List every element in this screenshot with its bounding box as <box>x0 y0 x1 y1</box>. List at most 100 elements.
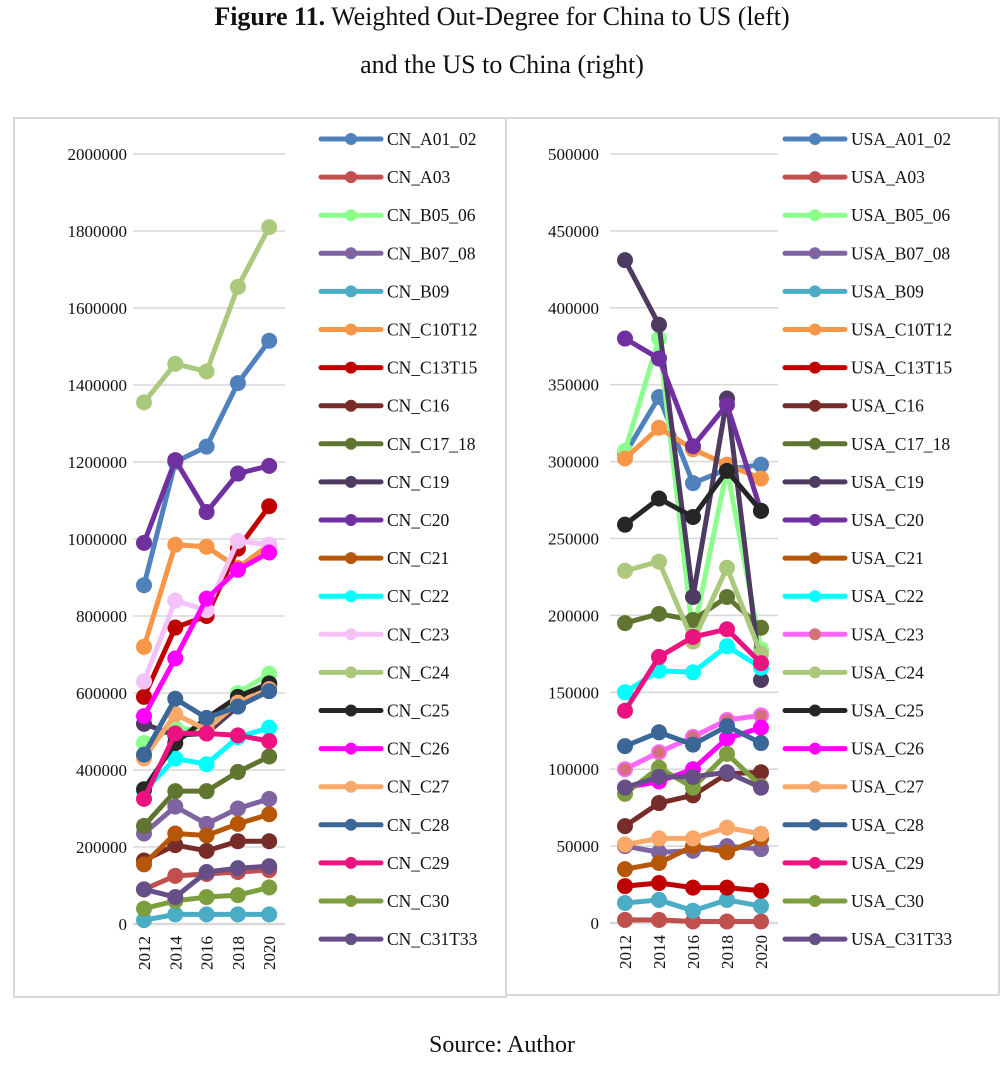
legend-marker-icon <box>345 514 357 526</box>
legend-marker-icon <box>345 666 357 679</box>
legend-label: USA_C28 <box>851 815 924 835</box>
data-point <box>719 844 735 861</box>
legend-label: USA_C20 <box>851 510 924 530</box>
x-tick-label: 2012 <box>616 935 635 969</box>
data-point <box>719 891 735 908</box>
legend-label: USA_A03 <box>851 167 925 187</box>
legend-label: CN_C13T15 <box>387 358 478 378</box>
data-point <box>719 913 735 930</box>
data-point <box>617 779 633 796</box>
data-point <box>685 902 701 919</box>
series-group <box>136 219 278 929</box>
data-point <box>229 698 246 715</box>
data-point <box>167 355 184 372</box>
legend-item: USA_B07_08 <box>782 243 950 263</box>
series-cn-c31t33 <box>136 858 278 906</box>
data-point <box>653 746 665 759</box>
figure-title-line2: and the US to China (right) <box>360 50 644 79</box>
data-point <box>651 891 667 908</box>
y-tick-label: 500000 <box>548 145 599 164</box>
y-tick-label: 200000 <box>76 838 127 857</box>
legend-item: USA_C10T12 <box>782 320 952 340</box>
data-point <box>651 419 667 436</box>
legend-marker-icon <box>809 552 821 565</box>
data-point <box>167 867 184 884</box>
figure-title: Figure 11. Weighted Out-Degree for China… <box>0 2 1004 32</box>
x-tick-label: 2016 <box>198 936 217 970</box>
data-point <box>685 736 701 753</box>
legend-item: USA_C28 <box>782 815 924 835</box>
figure-label: Figure 11. <box>214 2 326 31</box>
legend-item: CN_C26 <box>318 739 449 759</box>
legend-label: USA_A01_02 <box>851 129 951 149</box>
legend-label: CN_C23 <box>387 624 449 644</box>
data-point <box>198 725 215 742</box>
data-point <box>167 889 184 906</box>
legend-item: USA_C31T33 <box>782 929 952 949</box>
data-point <box>651 350 667 367</box>
y-tick-label: 1200000 <box>68 453 128 472</box>
series-usa-c31t33 <box>617 764 769 796</box>
data-point <box>198 590 215 607</box>
legend-item: CN_C22 <box>318 586 449 606</box>
data-point <box>753 671 769 688</box>
data-point <box>261 879 278 896</box>
data-point <box>261 498 278 515</box>
legend-item: CN_C27 <box>318 777 449 797</box>
y-tick-label: 400000 <box>76 761 127 780</box>
legend-marker-icon <box>345 742 357 755</box>
legend-label: USA_C10T12 <box>851 320 952 340</box>
legend-marker-icon <box>345 475 357 488</box>
legend-item: CN_C20 <box>318 510 449 530</box>
data-point <box>198 438 215 455</box>
y-tick-label: 350000 <box>548 376 599 395</box>
legend-marker-icon <box>809 742 821 755</box>
data-point <box>136 638 152 655</box>
legend-label: USA_C13T15 <box>851 358 952 378</box>
data-point <box>167 650 184 667</box>
legend-marker-icon <box>345 552 357 565</box>
data-point <box>685 612 701 629</box>
series-cn-c17-18 <box>136 748 278 834</box>
series-usa-c17-18 <box>617 588 769 636</box>
data-point <box>685 475 701 492</box>
data-point <box>136 394 152 411</box>
legend-item: CN_C16 <box>318 396 449 416</box>
data-point <box>167 798 184 815</box>
data-point <box>685 830 701 847</box>
legend-label: CN_C22 <box>387 586 449 606</box>
y-tick-label: 100000 <box>548 760 599 779</box>
legend-item: CN_C29 <box>318 853 449 873</box>
data-point <box>261 806 278 823</box>
legend-item: USA_C19 <box>782 472 924 492</box>
data-point <box>136 817 152 834</box>
y-tick-label: 600000 <box>76 684 127 703</box>
legend-marker-icon <box>809 323 821 336</box>
legend-marker-icon <box>809 666 821 679</box>
data-point <box>136 708 152 725</box>
data-point <box>261 858 278 875</box>
data-point <box>685 438 701 455</box>
series-cn-c28 <box>136 683 278 763</box>
series-usa-a03 <box>617 911 769 930</box>
chart-us-to-china: 0 50000 100000 150000 200000 250000 300000 3500… <box>548 129 952 969</box>
data-point <box>198 783 215 800</box>
data-point <box>719 764 735 781</box>
legend: CN_A01_02 CN_A03 CN_B05_06 CN_B07_08 CN_B09 C… <box>318 129 478 949</box>
legend-label: USA_C21 <box>851 548 924 568</box>
legend-item: USA_B09 <box>782 281 924 301</box>
legend-label: USA_B05_06 <box>851 205 950 225</box>
data-point <box>685 588 701 605</box>
legend-marker-icon <box>345 437 357 450</box>
data-point <box>167 750 184 767</box>
data-point <box>167 837 184 854</box>
x-tick-label: 2014 <box>166 936 185 971</box>
legend-marker-icon <box>809 590 821 603</box>
data-point <box>136 856 152 873</box>
series-cn-c16 <box>136 833 278 869</box>
data-point <box>136 746 152 763</box>
legend-label: CN_C17_18 <box>387 434 476 454</box>
legend-item: USA_C26 <box>782 739 924 759</box>
data-point <box>651 875 667 892</box>
data-point <box>229 561 246 578</box>
